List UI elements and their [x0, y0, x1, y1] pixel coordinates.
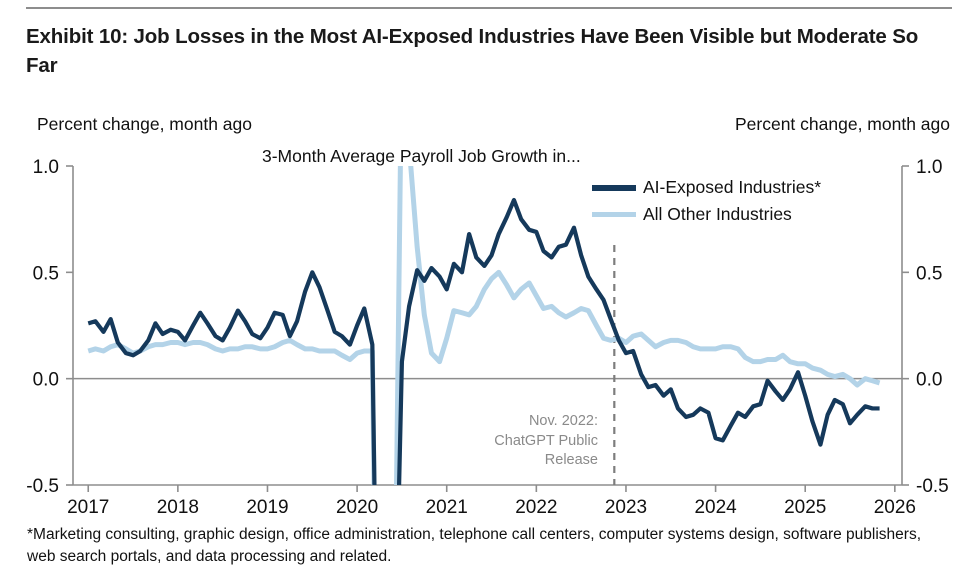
legend-label-all-other: All Other Industries: [643, 204, 792, 224]
page-title: Exhibit 10: Job Losses in the Most AI-Ex…: [26, 25, 919, 77]
x-axis-tick-label: 2022: [515, 497, 557, 518]
legend-item-ai-exposed: AI-Exposed Industries*: [592, 174, 821, 201]
legend-label-ai-exposed: AI-Exposed Industries*: [643, 177, 822, 197]
y-axis-tick-label: 0.5: [33, 263, 59, 284]
x-axis-tick-label: 2023: [605, 497, 647, 518]
series-line-ai-exposed: [87, 197, 880, 485]
series-line-all-other: [87, 166, 881, 485]
y-axis-tick-label: -0.5: [26, 476, 59, 497]
x-axis-tick-label: 2017: [67, 497, 109, 518]
chatgpt-release-annotation: Nov. 2022: ChatGPT Public Release: [432, 412, 598, 471]
right-axis-caption: Percent change, month ago: [734, 114, 950, 134]
legend-swatch-all-other: [592, 212, 636, 217]
x-axis-tick-label: 2021: [426, 497, 468, 518]
annotation-line-1: Nov. 2022:: [528, 413, 598, 429]
y-axis-tick-label: 1.0: [33, 157, 59, 178]
x-axis-tick-label: 2024: [694, 497, 737, 518]
annotation-line-3: Release: [544, 452, 598, 468]
y-axis-tick-label: 0.0: [33, 370, 59, 391]
annotation-line-2: ChatGPT Public: [494, 432, 598, 449]
x-axis-tick-label: 2019: [246, 497, 288, 518]
y-axis-tick-label: 0.5: [916, 263, 942, 284]
chart-legend: AI-Exposed Industries* All Other Industr…: [592, 174, 821, 228]
x-axis-tick-label: 2026: [874, 497, 916, 518]
x-axis-tick-label: 2018: [157, 497, 199, 518]
y-axis-tick-label: 0.0: [916, 370, 942, 391]
legend-item-all-other: All Other Industries: [592, 201, 821, 228]
footnote: *Marketing consulting, graphic design, o…: [27, 526, 922, 565]
y-axis-tick-label: -0.5: [916, 476, 949, 497]
legend-swatch-ai-exposed: [592, 184, 636, 191]
y-axis-tick-label: 1.0: [916, 157, 942, 178]
x-axis-tick-label: 2025: [784, 497, 826, 518]
series-group: [87, 166, 881, 485]
top-rule-divider: [26, 7, 952, 9]
x-axis-tick-label: 2020: [336, 497, 378, 518]
left-axis-caption: Percent change, month ago: [37, 114, 253, 134]
chart-subtitle: 3-Month Average Payroll Job Growth in...: [262, 146, 581, 166]
